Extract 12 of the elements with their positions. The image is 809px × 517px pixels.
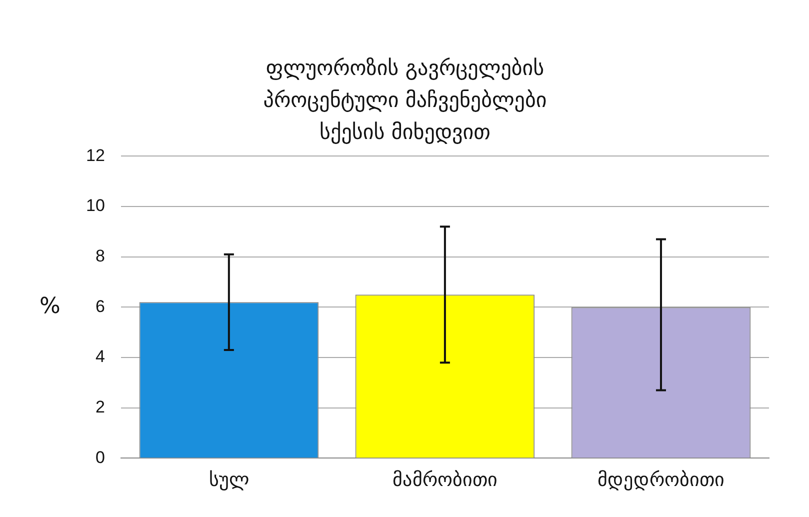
y-tick-label: 2 — [95, 398, 105, 417]
x-tick-label: მამრობითი — [392, 470, 498, 491]
y-axis-title: % — [40, 294, 60, 319]
y-tick-label: 6 — [95, 296, 105, 316]
x-tick-label: სულ — [208, 470, 249, 491]
chart-title: ფლუოროზის გავრცელების პროცენტული მაჩვენებლები სქესის მიხედვით — [262, 55, 548, 146]
y-tick-label: 10 — [86, 196, 105, 216]
y-tick-label: 12 — [86, 146, 105, 165]
x-tick-label: მდედრობითი — [597, 470, 724, 491]
y-tick-label: 0 — [95, 448, 105, 467]
y-tick-label: 4 — [95, 347, 105, 366]
y-tick-label: 8 — [95, 246, 105, 266]
